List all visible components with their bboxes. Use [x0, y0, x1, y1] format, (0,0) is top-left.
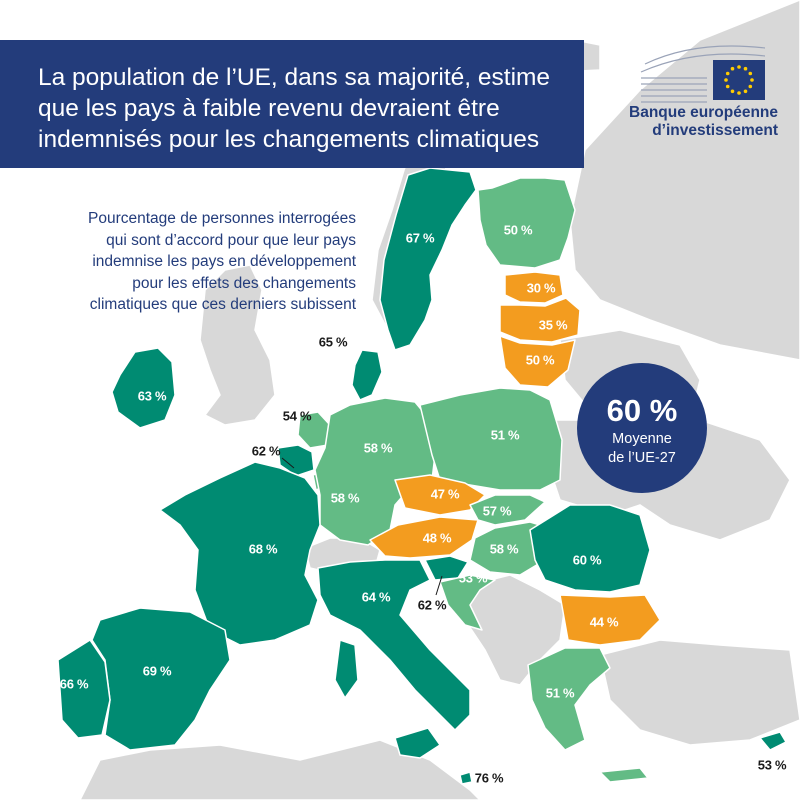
label-cyprus: 53 %: [757, 757, 787, 773]
subtitle-line-4: pour les effets des changements: [132, 274, 356, 292]
label-romania: 60 %: [572, 552, 602, 568]
country-estonia: [504, 271, 564, 304]
label-estonia: 30 %: [526, 280, 556, 296]
country-germany: [314, 397, 436, 546]
subtitle-line-5: climatiques que ces derniers subissent: [89, 296, 356, 313]
country-austria: [369, 516, 479, 559]
eu-average-label-1: Moyenne: [612, 431, 672, 447]
title-line-1: La population de l’UE, dans sa majorité,…: [38, 64, 551, 91]
label-malta: 76 %: [474, 770, 504, 786]
country-italy: [317, 559, 471, 731]
title-line-3: indemnisés pour les changements climatiq…: [38, 126, 540, 153]
label-belgium: 62 %: [251, 443, 281, 459]
label-netherlands: 54 %: [282, 408, 312, 424]
leader-belgium: [281, 457, 295, 469]
country-denmark: [351, 349, 383, 401]
country-malta: [459, 771, 473, 785]
label-finland: 50 %: [503, 222, 533, 238]
country-cyprus: [759, 731, 787, 751]
label-sweden: 67 %: [405, 230, 435, 246]
country-finland: [477, 177, 576, 269]
country-lithuania: [499, 335, 576, 388]
turkey-shape: [599, 639, 800, 746]
country-latvia: [499, 297, 581, 343]
country-greece: [527, 647, 611, 751]
country-sweden: [379, 167, 477, 351]
country-belgium: [277, 444, 315, 477]
subtitle-line-1: Pourcentage de personnes interrogées: [88, 210, 356, 227]
label-hungary: 58 %: [489, 541, 519, 557]
north-africa-shape: [79, 739, 482, 800]
label-italy: 64 %: [361, 589, 391, 605]
label-slovakia: 57 %: [482, 503, 512, 519]
leader-slovenia: [435, 575, 443, 596]
label-denmark: 65 %: [318, 334, 348, 350]
label-france: 68 %: [248, 541, 278, 557]
eu-average-label-2: de l’UE-27: [608, 450, 676, 466]
country-france: [159, 461, 321, 646]
country-spain: [91, 607, 231, 751]
label-bulgaria: 44 %: [589, 614, 619, 630]
building-icon: [640, 45, 766, 103]
country-ireland: [111, 347, 176, 429]
map-subtitle: Pourcentage de personnes interrogées qui…: [38, 208, 356, 316]
country-bulgaria: [559, 594, 661, 646]
eu-flag-icon: [713, 60, 765, 100]
eu-average-badge: 60 % Moyenne de l’UE-27: [577, 363, 707, 493]
subtitle-line-3: indemnise les pays en développement: [92, 253, 356, 270]
label-spain: 69 %: [142, 663, 172, 679]
subtitle-line-2: qui sont d’accord pour que leur pays: [106, 231, 356, 249]
eu-average-value: 60 %: [606, 393, 678, 428]
label-czechia: 47 %: [430, 486, 460, 502]
label-germany: 58 %: [363, 440, 393, 456]
country-romania: [529, 504, 651, 593]
country-sicily: [394, 727, 441, 759]
country-sardinia: [334, 639, 359, 699]
brand-name-line-1: Banque européenne: [629, 104, 778, 121]
label-luxembourg: 58 %: [330, 490, 360, 506]
label-greece: 51 %: [545, 685, 575, 701]
country-portugal: [57, 639, 111, 739]
brand-name-line-2: d’investissement: [652, 122, 778, 139]
label-poland: 51 %: [490, 427, 520, 443]
eib-logo: [640, 45, 766, 103]
country-crete: [599, 767, 649, 783]
title-line-2: que les pays à faible revenu devraient ê…: [38, 95, 500, 122]
label-austria: 48 %: [422, 530, 452, 546]
title-banner: La population de l’UE, dans sa majorité,…: [0, 40, 584, 168]
country-croatia: [439, 574, 496, 631]
label-lithuania: 50 %: [525, 352, 555, 368]
brand-name: Banque européenne d’investissement: [608, 104, 778, 140]
label-portugal: 66 %: [59, 676, 89, 692]
label-slovenia: 62 %: [417, 597, 447, 613]
label-croatia: 53 %: [458, 570, 488, 586]
label-ireland: 63 %: [137, 388, 167, 404]
country-slovakia: [469, 494, 546, 526]
country-slovenia: [424, 555, 469, 581]
uk-shape: [199, 264, 276, 426]
label-latvia: 35 %: [538, 317, 568, 333]
